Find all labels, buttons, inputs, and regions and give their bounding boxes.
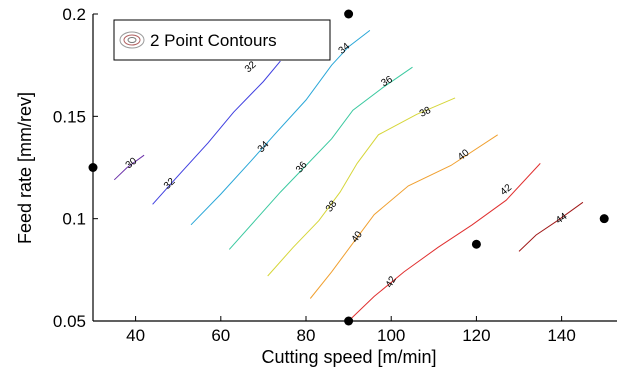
legend-label: 2 Point Contours xyxy=(150,31,277,50)
y-tick-label: 0.2 xyxy=(62,5,86,24)
contour-label-38: 38 xyxy=(418,105,433,120)
x-tick-label: 80 xyxy=(297,326,316,345)
x-tick-label: 60 xyxy=(211,326,230,345)
y-tick-label: 0.1 xyxy=(62,210,86,229)
y-tick-label: 0.05 xyxy=(53,312,86,331)
x-tick-label: 40 xyxy=(126,326,145,345)
y-axis-title: Feed rate [mm/rev] xyxy=(15,92,35,244)
axes: 40 60 80 100 120 140 0.05 0.1 0.15 0.2 xyxy=(53,5,617,345)
contour-legend-icon xyxy=(119,31,145,49)
x-tick-label: 140 xyxy=(547,326,575,345)
contour-label-32: 32 xyxy=(243,59,259,75)
x-tick-label: 100 xyxy=(377,326,405,345)
contour-line-34 xyxy=(190,30,371,226)
x-tick-label: 120 xyxy=(462,326,490,345)
contour-label-34: 34 xyxy=(337,41,353,57)
design-point xyxy=(344,9,354,19)
contour-label-38: 38 xyxy=(324,198,340,214)
contour-line-32 xyxy=(152,60,281,205)
contour-line-38 xyxy=(267,97,456,277)
legend: 2 Point Contours xyxy=(113,19,331,61)
contour-line-36 xyxy=(228,66,413,250)
contour-line-42 xyxy=(348,163,541,322)
x-axis-title: Cutting speed [m/min] xyxy=(261,347,436,367)
contour-label-40: 40 xyxy=(350,229,366,245)
contour-label-42: 42 xyxy=(384,274,399,290)
contour-line-30 xyxy=(113,154,145,181)
y-tick-label: 0.15 xyxy=(53,107,86,126)
contour-label-36: 36 xyxy=(379,74,395,89)
contour-label-42: 42 xyxy=(499,182,515,198)
contour-line-44 xyxy=(518,201,584,252)
design-point xyxy=(471,239,481,249)
contour-label-36: 36 xyxy=(294,159,310,175)
design-point xyxy=(599,214,609,224)
contour-line-40 xyxy=(309,134,498,299)
